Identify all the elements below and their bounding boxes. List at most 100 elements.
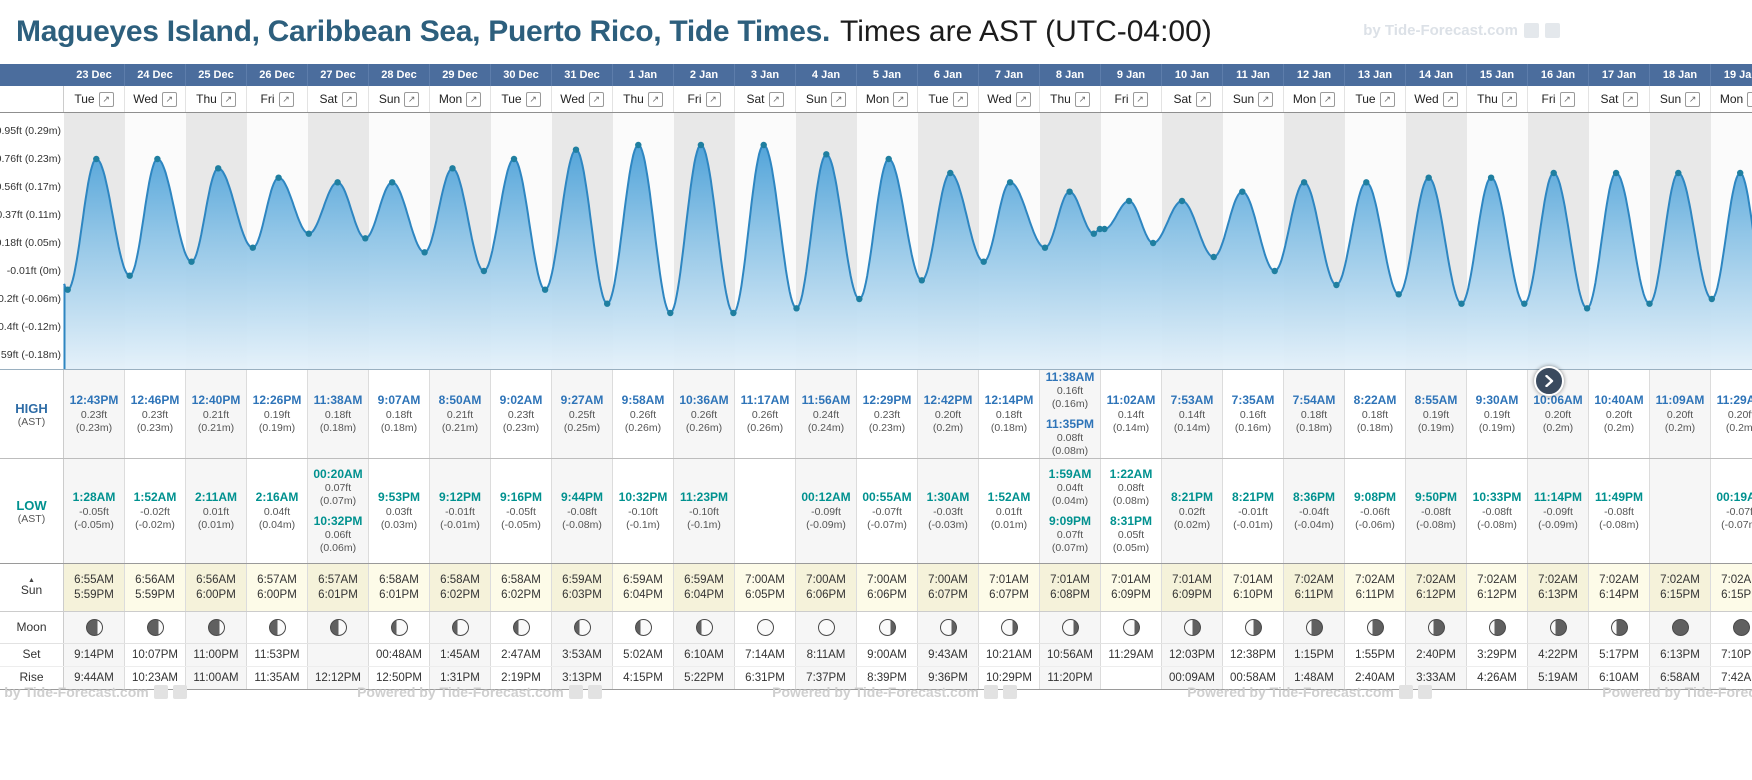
low-tide-height-m: (-0.03m) bbox=[928, 518, 968, 531]
expand-day-icon[interactable]: ↗ bbox=[98, 91, 114, 107]
moonrise-cell: 10:23AM bbox=[125, 667, 186, 689]
low-tide-cell: 1:59AM 0.04ft (0.04m) 9:09PM 0.07ft (0.07m) bbox=[1040, 459, 1101, 563]
moon-phase-cell bbox=[857, 612, 918, 643]
expand-day-icon[interactable]: ↗ bbox=[768, 91, 784, 107]
tide-event: 11:02AM 0.14ft (0.14m) bbox=[1101, 393, 1161, 435]
tide-event: 11:56AM 0.24ft (0.24m) bbox=[796, 393, 856, 435]
expand-day-icon[interactable]: ↗ bbox=[1015, 91, 1031, 107]
tide-event: 7:54AM 0.18ft (0.18m) bbox=[1284, 393, 1344, 435]
expand-day-icon[interactable]: ↗ bbox=[278, 91, 294, 107]
sunset-time: 6:03PM bbox=[562, 589, 602, 601]
moon-phase-icon bbox=[1610, 619, 1628, 636]
sunrise-time: 6:59AM bbox=[684, 574, 724, 586]
expand-day-icon[interactable]: ↗ bbox=[1074, 91, 1090, 107]
moonset-cell: 5:02AM bbox=[613, 644, 674, 666]
expand-day-icon[interactable]: ↗ bbox=[588, 91, 604, 107]
weekday-label: Sun bbox=[805, 92, 828, 106]
weekday-cell: Thu ↗ bbox=[186, 86, 247, 112]
moon-phase-icon bbox=[939, 619, 957, 636]
high-tide-height-ft: 0.20ft bbox=[934, 408, 962, 421]
expand-day-icon[interactable]: ↗ bbox=[1442, 91, 1458, 107]
moon-phase-cell bbox=[613, 612, 674, 643]
moon-phase-icon bbox=[390, 619, 408, 636]
high-tide-time: 12:14PM bbox=[984, 393, 1034, 408]
moonset-time: 00:48AM bbox=[375, 649, 423, 661]
sun-times-cell: 6:59AM 6:04PM bbox=[613, 564, 674, 611]
sun-times-cell: 7:01AM 6:09PM bbox=[1162, 564, 1223, 611]
high-tide-height-m: (0.23m) bbox=[868, 421, 906, 434]
tide-event: 1:52AM -0.02ft (-0.02m) bbox=[125, 490, 185, 532]
moon-phase-icon bbox=[634, 619, 652, 636]
weekday-cell: Wed ↗ bbox=[1406, 86, 1467, 112]
date-label: 19 Jan bbox=[1723, 69, 1752, 81]
chart-day-band bbox=[1345, 113, 1407, 369]
weekday-cell: Mon↗ bbox=[430, 86, 491, 112]
moonset-cell: 1:45AM bbox=[430, 644, 491, 666]
expand-day-icon[interactable]: ↗ bbox=[341, 91, 357, 107]
sun-label: Sun bbox=[20, 583, 43, 598]
low-tide-height-m: (0.01m) bbox=[990, 518, 1028, 531]
expand-day-icon[interactable]: ↗ bbox=[705, 91, 721, 107]
sunset-time: 6:13PM bbox=[1538, 589, 1578, 601]
expand-day-icon[interactable]: ↗ bbox=[466, 91, 482, 107]
date-label: 23 Dec bbox=[76, 69, 112, 81]
sunrise-time: 6:55AM bbox=[74, 574, 114, 586]
low-tide-height-ft: -0.05ft bbox=[506, 505, 536, 518]
moonrise-time: 4:26AM bbox=[1477, 672, 1517, 684]
expand-day-icon[interactable]: ↗ bbox=[1685, 91, 1701, 107]
y-axis-tick-label: 0.76ft (0.23m) bbox=[0, 153, 61, 165]
sunset-time: 6:04PM bbox=[623, 589, 663, 601]
low-tide-height-m: (-0.09m) bbox=[1538, 518, 1578, 531]
expand-day-icon[interactable]: ↗ bbox=[1747, 91, 1752, 107]
moonset-cell: 3:29PM bbox=[1467, 644, 1528, 666]
date-label: 7 Jan bbox=[994, 69, 1024, 81]
low-tide-cell: 1:52AM -0.02ft (-0.02m) bbox=[125, 459, 186, 563]
tide-event: 12:46PM 0.23ft (0.23m) bbox=[125, 393, 185, 435]
moonset-cell: 7:14AM bbox=[735, 644, 796, 666]
next-page-button[interactable] bbox=[1534, 366, 1564, 396]
watermark-text: Powered by Tide-Forecast.com bbox=[1187, 684, 1394, 700]
sunrise-time: 6:58AM bbox=[379, 574, 419, 586]
date-header: 10 Jan bbox=[1162, 64, 1223, 86]
date-header: 9 Jan bbox=[1101, 64, 1162, 86]
high-tide-cell: 11:38AM 0.18ft (0.18m) bbox=[308, 370, 369, 458]
weekday-label: Wed bbox=[1414, 92, 1439, 106]
moon-phase-cell bbox=[1711, 612, 1752, 643]
expand-day-icon[interactable]: ↗ bbox=[1195, 91, 1211, 107]
weekday-label: Fri bbox=[1541, 92, 1556, 106]
expand-day-icon[interactable]: ↗ bbox=[893, 91, 909, 107]
expand-day-icon[interactable]: ↗ bbox=[161, 91, 177, 107]
y-axis-tick-label: 0.18ft (0.05m) bbox=[0, 237, 61, 249]
low-tide-height-m: (-0.01m) bbox=[440, 518, 480, 531]
expand-day-icon[interactable]: ↗ bbox=[1622, 91, 1638, 107]
expand-day-icon[interactable]: ↗ bbox=[1501, 91, 1517, 107]
expand-day-icon[interactable]: ↗ bbox=[952, 91, 968, 107]
expand-day-icon[interactable]: ↗ bbox=[1320, 91, 1336, 107]
expand-day-icon[interactable]: ↗ bbox=[1132, 91, 1148, 107]
expand-day-icon[interactable]: ↗ bbox=[1258, 91, 1274, 107]
weekday-cell: Tue ↗ bbox=[64, 86, 125, 112]
sunrise-time: 7:02AM bbox=[1294, 574, 1334, 586]
expand-day-icon[interactable]: ↗ bbox=[831, 91, 847, 107]
sunset-time: 5:59PM bbox=[74, 589, 114, 601]
low-tide-height-ft: 0.05ft bbox=[1117, 529, 1145, 542]
expand-day-icon[interactable]: ↗ bbox=[1559, 91, 1575, 107]
expand-day-icon[interactable]: ↗ bbox=[525, 91, 541, 107]
moonset-cell: 9:14PM bbox=[64, 644, 125, 666]
high-label: HIGH bbox=[15, 400, 48, 416]
tide-event: 1:30AM -0.03ft (-0.03m) bbox=[918, 490, 978, 532]
sun-times-cell: 7:02AM 6:15PM bbox=[1650, 564, 1711, 611]
low-tide-cell: 8:36PM -0.04ft (-0.04m) bbox=[1284, 459, 1345, 563]
low-tide-time: 1:28AM bbox=[72, 490, 116, 505]
expand-day-icon[interactable]: ↗ bbox=[404, 91, 420, 107]
low-tide-height-m: (0.03m) bbox=[380, 518, 418, 531]
weekday-cell: Sun ↗ bbox=[796, 86, 857, 112]
y-axis-tick-label: 0.56ft (0.17m) bbox=[0, 181, 61, 193]
tide-event: 10:32PM -0.10ft (-0.1m) bbox=[613, 490, 673, 532]
expand-day-icon[interactable]: ↗ bbox=[647, 91, 663, 107]
watermark-icon bbox=[1417, 685, 1432, 699]
expand-day-icon[interactable]: ↗ bbox=[220, 91, 236, 107]
moonset-cell: 9:43AM bbox=[918, 644, 979, 666]
moonrise-time: 9:36PM bbox=[928, 672, 968, 684]
expand-day-icon[interactable]: ↗ bbox=[1379, 91, 1395, 107]
